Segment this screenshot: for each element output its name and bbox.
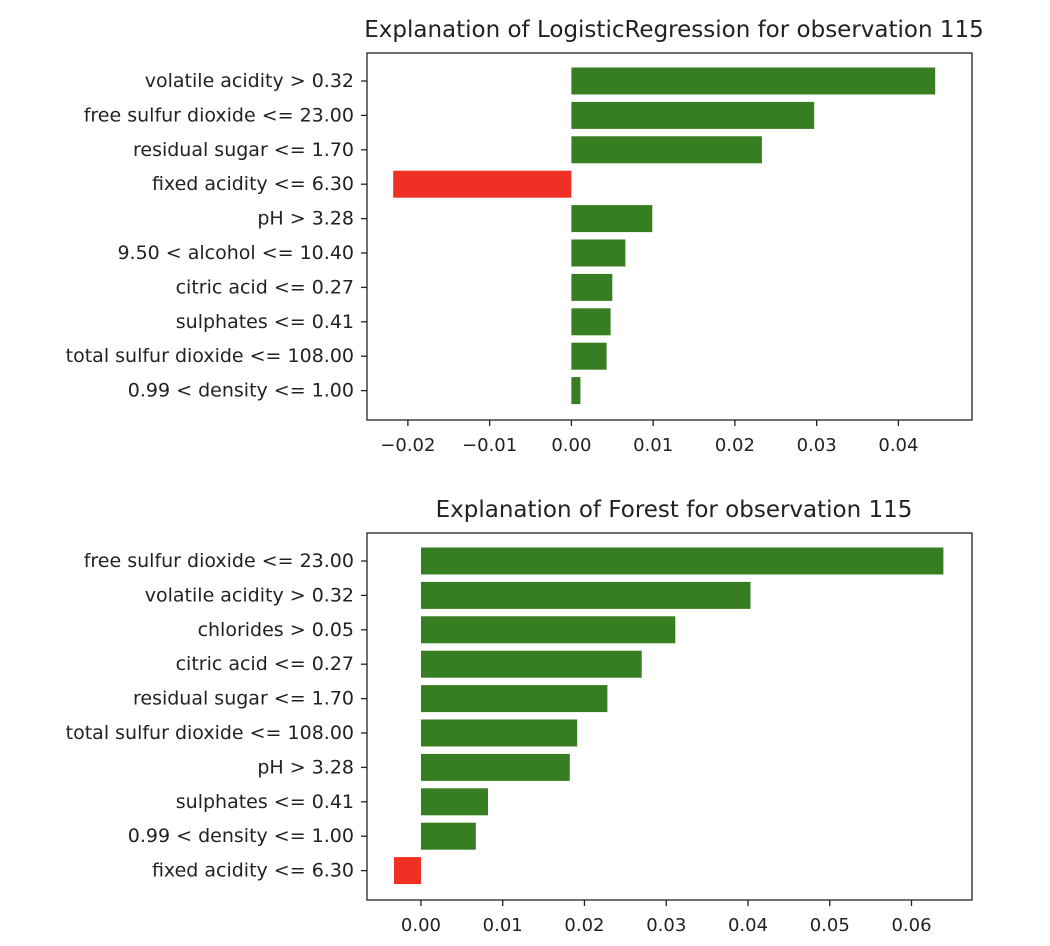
x-tick-label: 0.02 — [715, 435, 755, 456]
x-tick-label: 0.06 — [891, 915, 931, 936]
x-ticks: 0.00 0.01 0.02 0.03 0.04 0.05 0.06 — [401, 900, 932, 936]
x-tick-label: 0.05 — [810, 915, 850, 936]
x-tick-label: 0.00 — [401, 915, 441, 936]
bar — [571, 205, 653, 233]
y-tick-label: fixed acidity <= 6.30 — [152, 173, 354, 195]
bar — [571, 308, 611, 336]
bar — [421, 788, 488, 816]
y-tick-label: residual sugar <= 1.70 — [133, 688, 354, 710]
y-tick-label: total sulfur dioxide <= 108.00 — [66, 345, 354, 367]
y-tick-label: 0.99 < density <= 1.00 — [128, 380, 354, 402]
y-tick-label: pH > 3.28 — [257, 756, 354, 778]
y-tick-label: fixed acidity <= 6.30 — [152, 860, 354, 882]
y-tick-label: volatile acidity > 0.32 — [145, 70, 354, 92]
chart-title: Explanation of LogisticRegression for ob… — [364, 17, 984, 43]
bar — [393, 170, 572, 198]
y-tick-labels: free sulfur dioxide <= 23.00 volatile aci… — [66, 550, 367, 882]
y-tick-label: 0.99 < density <= 1.00 — [128, 825, 354, 847]
x-tick-label: 0.04 — [728, 915, 768, 936]
bar — [421, 547, 944, 575]
bar — [421, 685, 608, 713]
x-tick-label: 0.03 — [797, 435, 837, 456]
bar — [571, 136, 762, 164]
bar — [394, 857, 421, 885]
bars — [393, 67, 936, 405]
bars — [394, 547, 944, 885]
y-tick-label: free sulfur dioxide <= 23.00 — [84, 550, 354, 572]
plot-frame — [366, 532, 973, 901]
y-tick-label: free sulfur dioxide <= 23.00 — [84, 104, 354, 126]
bar — [421, 822, 476, 850]
plot-frame — [366, 52, 973, 421]
bar — [571, 377, 581, 405]
bar — [571, 342, 607, 370]
chart-logistic-regression: Explanation of LogisticRegression for ob… — [66, 17, 984, 456]
bar — [571, 239, 626, 267]
bar — [421, 650, 642, 678]
y-tick-label: chlorides > 0.05 — [198, 619, 354, 641]
y-tick-label: sulphates <= 0.41 — [176, 311, 354, 333]
y-tick-label: residual sugar <= 1.70 — [133, 139, 354, 161]
bar — [421, 616, 676, 644]
y-tick-label: sulphates <= 0.41 — [176, 791, 354, 813]
y-tick-label: citric acid <= 0.27 — [176, 653, 354, 675]
x-tick-label: 0.00 — [551, 435, 591, 456]
y-tick-label: citric acid <= 0.27 — [176, 276, 354, 298]
y-tick-label: volatile acidity > 0.32 — [145, 584, 354, 606]
x-ticks: −0.02 −0.01 0.00 0.01 0.02 0.03 0.04 — [380, 420, 918, 456]
y-tick-label: pH > 3.28 — [257, 208, 354, 230]
chart-title: Explanation of Forest for observation 11… — [436, 497, 913, 523]
x-tick-label: −0.01 — [462, 435, 517, 456]
bar — [421, 581, 751, 609]
y-tick-labels: volatile acidity > 0.32 free sulfur dioxi… — [66, 70, 367, 402]
x-tick-label: 0.02 — [564, 915, 604, 936]
bar — [421, 719, 578, 747]
bar — [421, 753, 570, 781]
x-tick-label: 0.01 — [483, 915, 523, 936]
x-tick-label: 0.04 — [878, 435, 918, 456]
bar — [571, 67, 936, 95]
y-tick-label: 9.50 < alcohol <= 10.40 — [117, 242, 354, 264]
x-tick-label: −0.02 — [380, 435, 435, 456]
x-tick-label: 0.01 — [633, 435, 673, 456]
bar — [571, 273, 613, 301]
x-tick-label: 0.03 — [646, 915, 686, 936]
chart-forest: Explanation of Forest for observation 11… — [66, 497, 973, 936]
y-tick-label: total sulfur dioxide <= 108.00 — [66, 722, 354, 744]
bar — [571, 101, 815, 129]
